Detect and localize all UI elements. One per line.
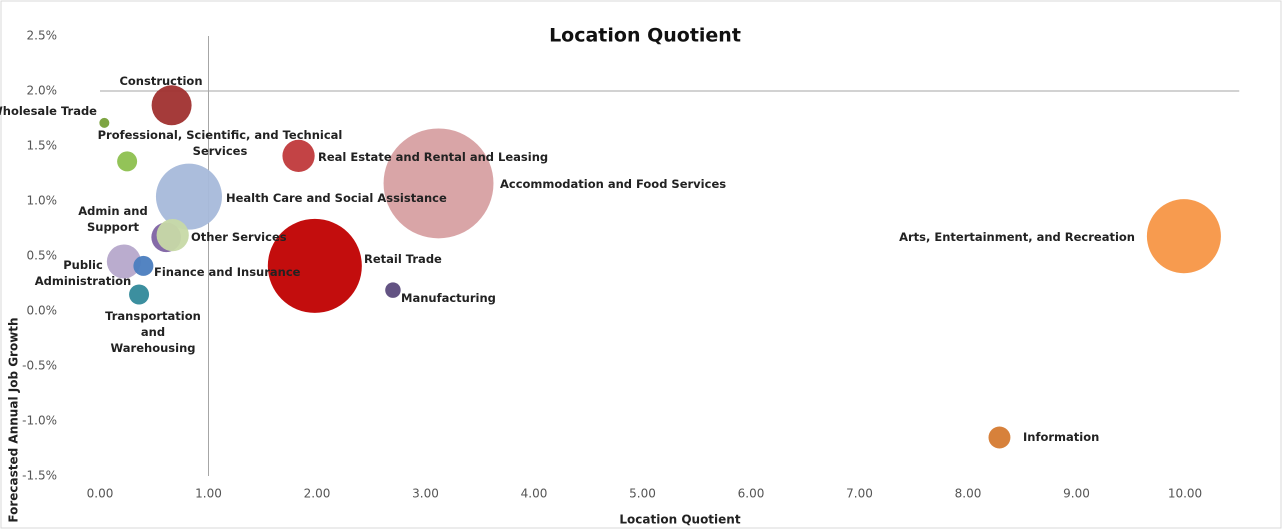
x-tick-label: 0.00 <box>87 487 114 501</box>
bubble-label: Professional, Scientific, and Technical … <box>97 128 343 158</box>
x-tick-label: 1.00 <box>195 487 222 501</box>
bubble-label: Health Care and Social Assistance <box>226 191 447 205</box>
bubble-label: Other Services <box>191 230 287 244</box>
bubble <box>383 128 494 239</box>
bubble-label: Wholesale Trade <box>0 104 97 118</box>
y-tick-label: -1.5% <box>22 469 57 483</box>
bubble-label: Public Administration <box>34 258 132 288</box>
bubble-label: Transportation and Warehousing <box>105 309 201 355</box>
y-tick-label: 1.5% <box>27 139 58 153</box>
x-tick-label: 9.00 <box>1063 487 1090 501</box>
bubble <box>1146 199 1221 274</box>
y-tick-label: 2.0% <box>27 84 58 98</box>
bubble <box>155 163 222 230</box>
bubble <box>129 284 150 305</box>
x-tick-label: 5.00 <box>629 487 656 501</box>
bubble <box>99 117 110 128</box>
bubble-label: Arts, Entertainment, and Recreation <box>899 230 1135 244</box>
bubble <box>282 139 315 173</box>
y-tick-label: 0.5% <box>27 249 58 263</box>
bubble <box>151 85 192 126</box>
bubble-label: Admin and Support <box>78 204 148 234</box>
y-tick-label: -1.0% <box>22 414 57 428</box>
bubble <box>106 244 141 279</box>
bubble <box>133 255 154 276</box>
x-tick-label: 3.00 <box>412 487 439 501</box>
bubble-label: Finance and Insurance <box>154 265 301 279</box>
bubble <box>156 218 189 252</box>
bubble-label: Retail Trade <box>364 252 442 266</box>
x-tick-label: 7.00 <box>846 487 873 501</box>
y-axis-title: Forecasted Annual Job Growth <box>7 317 21 522</box>
x-tick-label: 4.00 <box>521 487 548 501</box>
y-tick-label: -0.5% <box>22 359 57 373</box>
y-tick-label: 1.0% <box>27 194 58 208</box>
bubble <box>988 426 1011 449</box>
bubble-label: Information <box>1023 430 1100 444</box>
chart-title: Location Quotient <box>549 25 741 47</box>
x-axis-title: Location Quotient <box>619 513 740 527</box>
bubble-label: Real Estate and Rental and Leasing <box>318 150 549 164</box>
x-tick-label: 10.00 <box>1168 487 1202 501</box>
y-tick-label: 2.5% <box>27 29 58 43</box>
bubble-label: Accommodation and Food Services <box>500 177 727 191</box>
bubble-label: Construction <box>119 74 203 88</box>
bubble <box>267 218 362 313</box>
x-tick-label: 8.00 <box>955 487 982 501</box>
x-tick-label: 2.00 <box>304 487 331 501</box>
x-tick-label: 6.00 <box>738 487 765 501</box>
bubble-label: Manufacturing <box>401 291 496 305</box>
y-tick-label: 0.0% <box>27 304 58 318</box>
bubble <box>117 151 138 172</box>
bubble <box>385 282 401 298</box>
